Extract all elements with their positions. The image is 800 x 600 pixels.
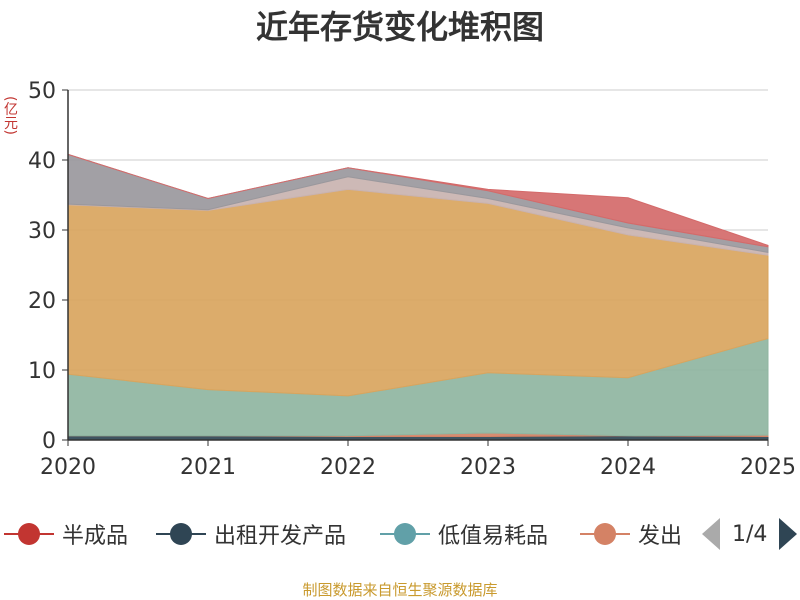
x-tick-label: 2022 [320, 455, 376, 480]
y-tick-label: 30 [28, 219, 56, 244]
legend-label: 出租开发产品 [214, 524, 347, 549]
legend-item-3[interactable]: 发出 [580, 512, 682, 556]
x-tick-label: 2023 [460, 455, 516, 480]
x-tick-label: 2020 [40, 455, 96, 480]
x-tick-label: 2025 [740, 455, 796, 480]
source-note: 制图数据来自恒生聚源数据库 [302, 581, 498, 599]
legend-prev-page-icon[interactable] [702, 518, 720, 550]
x-tick-label: 2024 [600, 455, 656, 480]
legend-label: 发出 [638, 524, 683, 549]
y-tick-label: 40 [28, 149, 56, 174]
legend-symbol-icon [580, 523, 630, 545]
y-axis-unit-label: (亿元) [2, 96, 18, 135]
y-tick-label: 20 [28, 289, 56, 314]
legend-page-indicator: 1/4 [732, 521, 768, 547]
legend-pager: 1/4 [702, 514, 798, 554]
x-tick-label: 2021 [180, 455, 236, 480]
legend-symbol-icon [156, 523, 206, 545]
legend-label: 低值易耗品 [438, 524, 549, 549]
legend-label: 半成品 [62, 524, 129, 549]
area-series-6 [67, 153, 769, 248]
legend-item-0[interactable]: 半成品 [4, 512, 128, 556]
legend-item-1[interactable]: 出租开发产品 [156, 512, 346, 556]
chart-legend: 半成品 出租开发产品 低值易耗品 发出 [0, 512, 800, 556]
y-tick-label: 50 [28, 79, 56, 104]
legend-symbol-icon [4, 523, 54, 545]
y-tick-label: 0 [42, 429, 56, 454]
legend-item-2[interactable]: 低值易耗品 [380, 512, 548, 556]
chart-title: 近年存货变化堆积图 [255, 8, 544, 46]
legend-next-page-icon[interactable] [779, 518, 798, 550]
y-tick-label: 10 [28, 359, 56, 384]
legend-symbol-icon [380, 523, 430, 545]
